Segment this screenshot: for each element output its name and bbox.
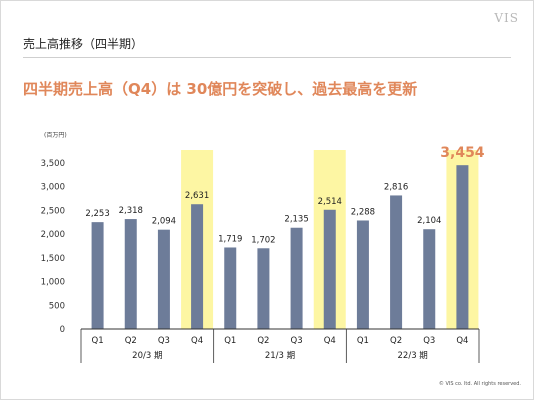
- value-label: 1,719: [218, 234, 242, 244]
- bar: [257, 248, 270, 329]
- value-label: 2,631: [185, 191, 209, 201]
- y-tick-label: 2,500: [41, 206, 65, 216]
- y-tick-label: 500: [49, 301, 65, 311]
- bar: [356, 220, 369, 329]
- bar: [124, 219, 137, 329]
- x-tick-label: Q1: [224, 336, 236, 346]
- x-tick-label: Q3: [423, 336, 435, 346]
- title-divider: [23, 57, 511, 58]
- value-label: 2,135: [284, 215, 308, 225]
- y-tick-label: 1,500: [41, 254, 65, 264]
- group-label: 21/3 期: [265, 351, 295, 361]
- value-label: 2,318: [119, 206, 143, 216]
- y-tick-label: 2,000: [41, 230, 65, 240]
- y-tick-label: 1,000: [41, 278, 65, 288]
- group-label: 22/3 期: [398, 351, 428, 361]
- x-tick-label: Q2: [390, 336, 402, 346]
- bar: [456, 165, 469, 329]
- y-unit-label: (百万円): [44, 132, 67, 139]
- group-label: 20/3 期: [132, 351, 162, 361]
- bar: [191, 204, 204, 329]
- copyright-notice: © VIS co. ltd. All rights reserved.: [438, 381, 521, 387]
- bar: [390, 195, 403, 329]
- bar: [224, 247, 237, 329]
- value-label: 2,253: [85, 209, 109, 219]
- company-logo: VIS: [494, 11, 519, 25]
- x-tick-label: Q4: [324, 336, 336, 346]
- value-label: 2,094: [152, 217, 176, 227]
- emphasized-value-label: 3,454: [440, 145, 485, 161]
- x-tick-label: Q2: [125, 336, 137, 346]
- value-label: 1,702: [251, 235, 275, 245]
- value-label: 2,104: [417, 216, 441, 226]
- x-tick-label: Q4: [456, 336, 468, 346]
- slide-title: 売上高推移（四半期）: [23, 37, 144, 51]
- y-tick-label: 0: [60, 325, 65, 335]
- y-tick-label: 3,500: [41, 159, 65, 169]
- value-label: 2,288: [351, 207, 375, 217]
- bar: [290, 227, 303, 329]
- bar: [157, 229, 170, 329]
- bar: [91, 222, 104, 329]
- bar: [323, 209, 336, 329]
- x-tick-label: Q1: [92, 336, 104, 346]
- x-tick-label: Q1: [357, 336, 369, 346]
- value-label: 2,816: [384, 182, 408, 192]
- y-tick-label: 3,000: [41, 183, 65, 193]
- x-tick-label: Q4: [191, 336, 203, 346]
- bar: [423, 229, 436, 329]
- x-tick-label: Q3: [291, 336, 303, 346]
- x-tick-label: Q3: [158, 336, 170, 346]
- value-label: 2,514: [318, 197, 342, 207]
- headline: 四半期売上高（Q4）は 30億円を突破し、過去最高を更新: [23, 80, 418, 98]
- x-tick-label: Q2: [257, 336, 269, 346]
